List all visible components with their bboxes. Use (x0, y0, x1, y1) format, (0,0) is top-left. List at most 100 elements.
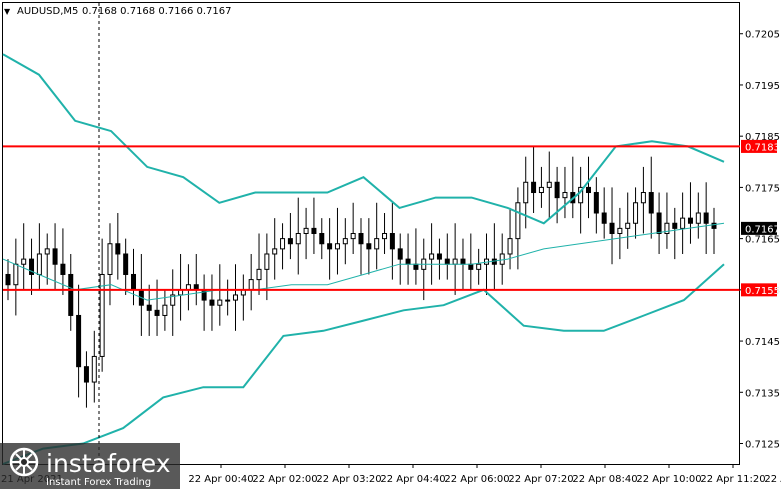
candle (83, 351, 89, 408)
candle-body (99, 273, 105, 357)
candle (256, 233, 262, 295)
candle (170, 269, 176, 336)
y-tick-label: 0.7125 (745, 440, 780, 451)
candle-body (334, 243, 340, 250)
candle-body (21, 258, 27, 265)
candle-body (429, 253, 435, 260)
candle-body (515, 202, 521, 240)
candle (625, 192, 631, 249)
candle (311, 197, 317, 254)
candle (280, 223, 286, 270)
candle (319, 218, 325, 260)
candle-body (44, 248, 50, 255)
candle-body (342, 238, 348, 245)
x-tick-label: 22 Apr 03:20 (316, 474, 381, 485)
candle-body (13, 263, 19, 286)
x-tick-label: 22 Apr 10:00 (636, 474, 701, 485)
candle (617, 207, 623, 260)
candle (703, 182, 709, 254)
candle-body (405, 258, 411, 265)
candle-body (633, 202, 639, 224)
candle-body (687, 217, 693, 224)
candle-body (5, 273, 11, 286)
candle-body (131, 273, 137, 291)
candle (680, 192, 686, 254)
candle-body (389, 233, 395, 250)
instaforex-logo: instaforex Instant Forex Trading (0, 443, 180, 489)
candle (640, 166, 646, 234)
candle (162, 289, 168, 331)
candle-body (154, 309, 160, 316)
candle-body (366, 243, 372, 250)
resistance-level-label: 0.7183 (745, 142, 780, 153)
candle (60, 228, 66, 295)
candle-body (476, 263, 482, 270)
candle-body (358, 233, 364, 245)
support-level-tag: 0.7155 (741, 283, 780, 297)
candle-body (209, 299, 215, 306)
candle-body (593, 192, 599, 214)
candle (358, 218, 364, 275)
candle (21, 223, 27, 290)
y-tick-label: 0.7175 (745, 183, 780, 194)
candle (695, 192, 701, 239)
candle-body (123, 253, 129, 275)
candle-body (232, 294, 238, 301)
candle (609, 187, 615, 265)
candle (562, 166, 568, 219)
candle-body (695, 212, 701, 224)
resistance-level-tag: 0.7183 (741, 139, 780, 153)
candle (91, 330, 97, 403)
candle (382, 213, 388, 254)
y-tick-label: 0.7205 (745, 30, 780, 41)
candle (578, 166, 584, 234)
collapse-arrow-icon[interactable]: ▼ (4, 7, 11, 16)
candle (76, 284, 82, 398)
current-price-tag: 0.7167 (741, 221, 780, 235)
candle-body (170, 294, 176, 306)
candle-body (225, 299, 231, 302)
candle (687, 182, 693, 244)
candle (656, 192, 662, 254)
candle-body (60, 263, 66, 275)
candle-body (672, 222, 678, 229)
candle-body (146, 304, 152, 311)
current-price-label: 0.7167 (745, 224, 780, 235)
candle-body (29, 258, 35, 275)
candle (601, 187, 607, 239)
candle-body (327, 243, 333, 250)
y-tick-label: 0.7135 (745, 388, 780, 399)
candle-body (562, 192, 568, 199)
candle-body (295, 233, 301, 245)
bollinger-upper (2, 53, 725, 225)
candle (436, 238, 442, 280)
candle (52, 223, 58, 290)
support-level-label: 0.7155 (745, 286, 780, 297)
y-tick-label: 0.7165 (745, 235, 780, 246)
candle-body (680, 217, 686, 229)
bollinger-lower (2, 263, 725, 465)
candle (107, 223, 113, 306)
chart-symbol: AUDUSD,M5 (17, 6, 78, 17)
candle-body (256, 268, 262, 281)
candle-body (264, 253, 270, 270)
candle (217, 264, 223, 326)
candle-body (217, 299, 223, 306)
candle (327, 218, 333, 280)
candle (334, 207, 340, 275)
candle (5, 259, 11, 301)
candle-body (36, 253, 42, 275)
candle-body (311, 227, 317, 234)
candle-body (91, 355, 97, 383)
candle-body (554, 181, 560, 199)
candle-body (640, 192, 646, 204)
candle-body (625, 222, 631, 229)
candle-body (468, 263, 474, 270)
candle (515, 187, 521, 270)
candle (546, 151, 552, 219)
candle-body (499, 253, 505, 265)
x-tick-label: 22 Apr 00:40 (188, 474, 253, 485)
candle (476, 248, 482, 285)
candle (648, 156, 654, 239)
